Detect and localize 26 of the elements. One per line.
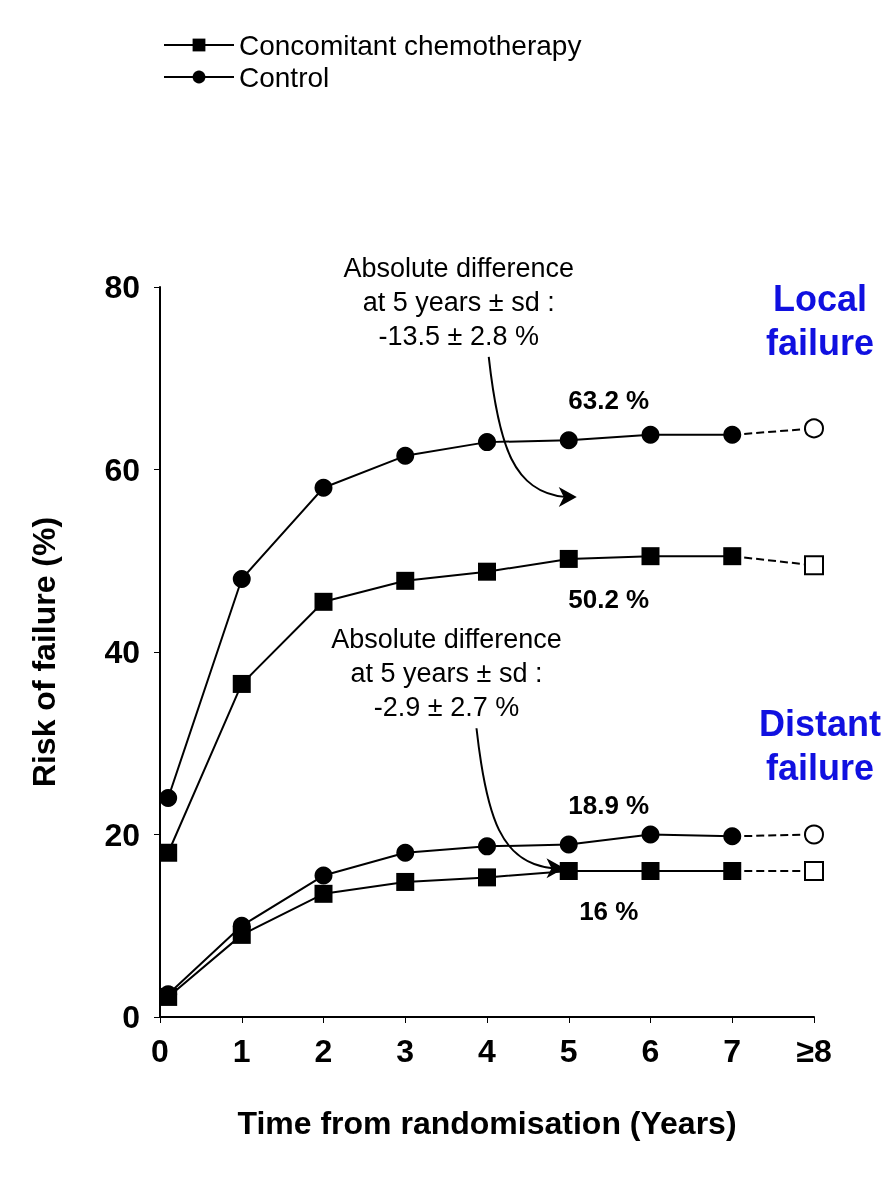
y-tick-label: 60 [104,451,140,488]
x-tick-label: 6 [641,1033,660,1069]
x-axis-title: Time from randomisation (Years) [237,1105,737,1141]
y-tick-label: 20 [104,816,140,853]
y-tick-label: 40 [104,634,140,670]
annotation: Absolute difference at 5 years ± sd : -2.9 ± 2.7 % [331,624,562,723]
data-label: 50.2 % [568,583,650,614]
y-tick-label: 0 [122,999,140,1035]
legend-label: Concomitant chemotherapy [239,29,582,61]
x-tick-label: 4 [478,1033,497,1069]
data-label: 63.2 % [568,385,650,416]
x-tick-label: 5 [559,1033,578,1069]
y-tick-label: 80 [104,269,140,305]
annotation: Distant failure [758,702,882,788]
y-axis-title: Risk of failure (%) [26,516,62,788]
x-tick-label: ≥8 [796,1033,832,1069]
annotation: Local failure [765,277,875,363]
x-tick-label: 7 [723,1033,742,1069]
data-label: 18.9 % [568,789,650,820]
legend-label: Control [239,61,330,93]
x-tick-label: 3 [396,1033,415,1069]
annotation: Absolute difference at 5 years ± sd : -13.5 ± 2.8 % [343,252,575,351]
x-tick-label: 2 [314,1033,333,1069]
data-label: 16 % [579,896,639,926]
x-tick-label: 1 [232,1033,251,1069]
x-tick-label: 0 [151,1033,169,1069]
